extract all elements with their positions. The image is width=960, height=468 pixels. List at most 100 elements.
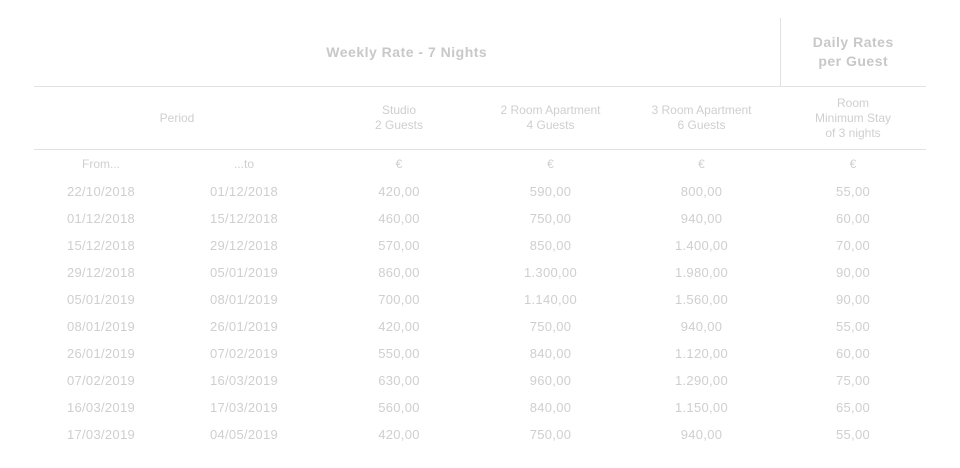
row-three-room: 1.120,00 (674, 346, 728, 361)
row-two-room: 750,00 (529, 211, 572, 226)
row-from: 08/01/2019 (66, 319, 136, 334)
row-two-room: 960,00 (529, 373, 572, 388)
daily-room-header-line1: Room (836, 95, 869, 110)
row-three-room: 1.980,00 (674, 265, 728, 280)
three-room-currency: € (698, 157, 705, 171)
row-two-room: 1.300,00 (523, 265, 577, 280)
row-daily: 75,00 (835, 373, 871, 388)
table-row: 16/03/2019 17/03/2019 560,00 840,00 1.15… (34, 394, 926, 421)
two-room-header: 2 Room Apartment 4 Guests (478, 86, 623, 150)
row-two-room: 850,00 (529, 238, 572, 253)
rates-table: Weekly Rate - 7 Nights Daily Rates per G… (34, 18, 926, 448)
two-room-currency: € (547, 157, 554, 171)
row-three-room: 1.290,00 (674, 373, 728, 388)
row-to: 26/01/2019 (209, 319, 279, 334)
rates-rows: 22/10/2018 01/12/2018 420,00 590,00 800,… (34, 178, 926, 448)
row-three-room: 940,00 (680, 427, 723, 442)
table-subheader: From... ...to € € € € (34, 150, 926, 179)
three-room-header-line2: 6 Guests (677, 118, 726, 132)
row-from: 17/03/2019 (66, 427, 136, 442)
row-two-room: 1.140,00 (523, 292, 577, 307)
row-daily: 55,00 (835, 427, 871, 442)
row-studio: 550,00 (378, 346, 420, 361)
table-row: 07/02/2019 16/03/2019 630,00 960,00 1.29… (34, 367, 926, 394)
row-three-room: 1.150,00 (674, 400, 728, 415)
row-three-room: 940,00 (680, 211, 723, 226)
table-row: 01/12/2018 15/12/2018 460,00 750,00 940,… (34, 205, 926, 232)
row-to: 04/05/2019 (209, 427, 279, 442)
row-studio: 420,00 (378, 427, 420, 442)
row-two-room: 840,00 (529, 400, 572, 415)
row-to: 07/02/2019 (209, 346, 279, 361)
daily-currency: € (849, 157, 857, 171)
daily-rate-title-line2: per Guest (818, 53, 889, 69)
row-three-room: 800,00 (680, 184, 723, 199)
row-from: 16/03/2019 (66, 400, 136, 415)
daily-room-header-line2: Minimum Stay (814, 110, 891, 125)
row-to: 17/03/2019 (209, 400, 279, 415)
row-daily: 55,00 (835, 319, 871, 334)
table-header-top: Weekly Rate - 7 Nights Daily Rates per G… (34, 18, 926, 87)
row-to: 08/01/2019 (209, 292, 279, 307)
row-two-room: 750,00 (529, 319, 572, 334)
three-room-header-line1: 3 Room Apartment (651, 103, 752, 117)
row-studio: 630,00 (378, 373, 420, 388)
row-studio: 420,00 (378, 184, 420, 199)
two-room-header-line2: 4 Guests (526, 118, 575, 132)
row-studio: 420,00 (378, 319, 420, 334)
row-two-room: 750,00 (529, 427, 572, 442)
row-studio: 700,00 (378, 292, 420, 307)
to-label: ...to (233, 157, 254, 171)
row-studio: 560,00 (378, 400, 420, 415)
row-daily: 65,00 (835, 400, 871, 415)
row-studio: 570,00 (378, 238, 420, 253)
row-daily: 60,00 (835, 346, 871, 361)
table-row: 08/01/2019 26/01/2019 420,00 750,00 940,… (34, 313, 926, 340)
table-row: 17/03/2019 04/05/2019 420,00 750,00 940,… (34, 421, 926, 448)
row-studio: 860,00 (378, 265, 420, 280)
row-three-room: 1.400,00 (674, 238, 728, 253)
row-to: 16/03/2019 (209, 373, 279, 388)
daily-rate-title: Daily Rates per Guest (780, 18, 926, 87)
studio-currency: € (395, 157, 403, 171)
row-daily: 90,00 (835, 265, 871, 280)
row-from: 15/12/2018 (66, 238, 136, 253)
row-two-room: 840,00 (529, 346, 572, 361)
row-two-room: 590,00 (529, 184, 572, 199)
table-row: 05/01/2019 08/01/2019 700,00 1.140,00 1.… (34, 286, 926, 313)
row-from: 22/10/2018 (66, 184, 136, 199)
from-label: From... (82, 157, 120, 171)
table-row: 29/12/2018 05/01/2019 860,00 1.300,00 1.… (34, 259, 926, 286)
row-to: 29/12/2018 (209, 238, 279, 253)
row-three-room: 1.560,00 (674, 292, 728, 307)
table-row: 22/10/2018 01/12/2018 420,00 590,00 800,… (34, 178, 926, 205)
row-to: 15/12/2018 (209, 211, 279, 226)
row-from: 26/01/2019 (66, 346, 136, 361)
period-header: Period (34, 86, 320, 150)
row-from: 07/02/2019 (66, 373, 136, 388)
row-from: 05/01/2019 (66, 292, 136, 307)
row-studio: 460,00 (378, 211, 420, 226)
weekly-rate-title: Weekly Rate - 7 Nights (34, 18, 781, 87)
row-to: 05/01/2019 (209, 265, 279, 280)
three-room-header: 3 Room Apartment 6 Guests (623, 86, 780, 150)
row-to: 01/12/2018 (209, 184, 279, 199)
row-from: 01/12/2018 (66, 211, 136, 226)
table-row: 26/01/2019 07/02/2019 550,00 840,00 1.12… (34, 340, 926, 367)
row-daily: 90,00 (835, 292, 871, 307)
daily-room-header: Room Minimum Stay of 3 nights (780, 86, 926, 150)
daily-rate-title-line1: Daily Rates (812, 34, 894, 50)
row-three-room: 940,00 (680, 319, 723, 334)
row-daily: 55,00 (835, 184, 871, 199)
studio-header-line2: 2 Guests (374, 118, 424, 132)
rates-table-container: Weekly Rate - 7 Nights Daily Rates per G… (34, 18, 926, 448)
daily-room-header-line3: of 3 nights (825, 125, 881, 140)
studio-header: Studio 2 Guests (320, 86, 478, 150)
row-daily: 60,00 (835, 211, 871, 226)
table-row: 15/12/2018 29/12/2018 570,00 850,00 1.40… (34, 232, 926, 259)
row-daily: 70,00 (835, 238, 871, 253)
row-from: 29/12/2018 (66, 265, 136, 280)
table-header-columns: Period Studio 2 Guests 2 Room Apartment … (34, 86, 926, 150)
studio-header-line1: Studio (381, 103, 417, 117)
two-room-header-line1: 2 Room Apartment (500, 103, 601, 117)
